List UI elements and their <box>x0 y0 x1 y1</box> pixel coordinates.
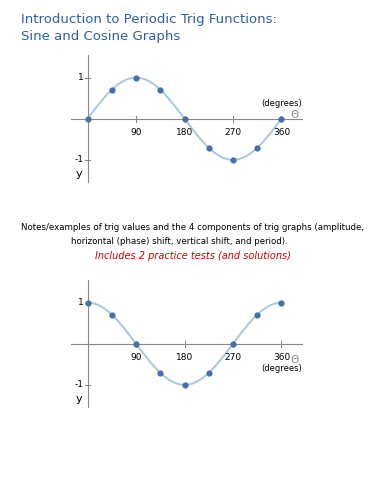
Point <box>157 369 163 377</box>
Point <box>85 298 91 306</box>
Text: 360: 360 <box>273 353 290 362</box>
Text: Θ: Θ <box>291 110 299 120</box>
Text: Θ: Θ <box>291 356 299 366</box>
Text: Introduction to Periodic Trig Functions:: Introduction to Periodic Trig Functions: <box>21 12 277 26</box>
Text: (degrees): (degrees) <box>261 98 302 108</box>
Text: 1: 1 <box>78 73 83 82</box>
Point <box>109 310 115 318</box>
Point <box>181 114 188 122</box>
Point <box>133 74 139 82</box>
Text: 360: 360 <box>273 128 290 137</box>
Text: 180: 180 <box>176 128 193 137</box>
Point <box>278 114 284 122</box>
Text: 90: 90 <box>130 353 142 362</box>
Text: 270: 270 <box>224 128 242 137</box>
Point <box>133 340 139 348</box>
Text: Includes 2 practice tests (and solutions): Includes 2 practice tests (and solutions… <box>95 251 291 261</box>
Text: (degrees): (degrees) <box>261 364 302 373</box>
Text: 180: 180 <box>176 353 193 362</box>
Text: -1: -1 <box>74 380 83 390</box>
Point <box>157 86 163 94</box>
Point <box>254 310 260 318</box>
Point <box>230 340 236 348</box>
Point <box>230 156 236 164</box>
Point <box>206 369 212 377</box>
Point <box>181 381 188 389</box>
Text: 90: 90 <box>130 128 142 137</box>
Text: horizontal (phase) shift, vertical shift, and period).: horizontal (phase) shift, vertical shift… <box>71 236 288 246</box>
Text: 1: 1 <box>78 298 83 307</box>
Point <box>85 114 91 122</box>
Point <box>254 144 260 152</box>
Text: Sine and Cosine Graphs: Sine and Cosine Graphs <box>21 30 181 43</box>
Text: Notes/examples of trig values and the 4 components of trig graphs (amplitude,: Notes/examples of trig values and the 4 … <box>21 222 364 232</box>
Text: -1: -1 <box>74 156 83 164</box>
Point <box>278 298 284 306</box>
Text: y: y <box>76 394 82 404</box>
Text: 270: 270 <box>224 353 242 362</box>
Point <box>206 144 212 152</box>
Point <box>109 86 115 94</box>
Text: y: y <box>76 170 82 179</box>
